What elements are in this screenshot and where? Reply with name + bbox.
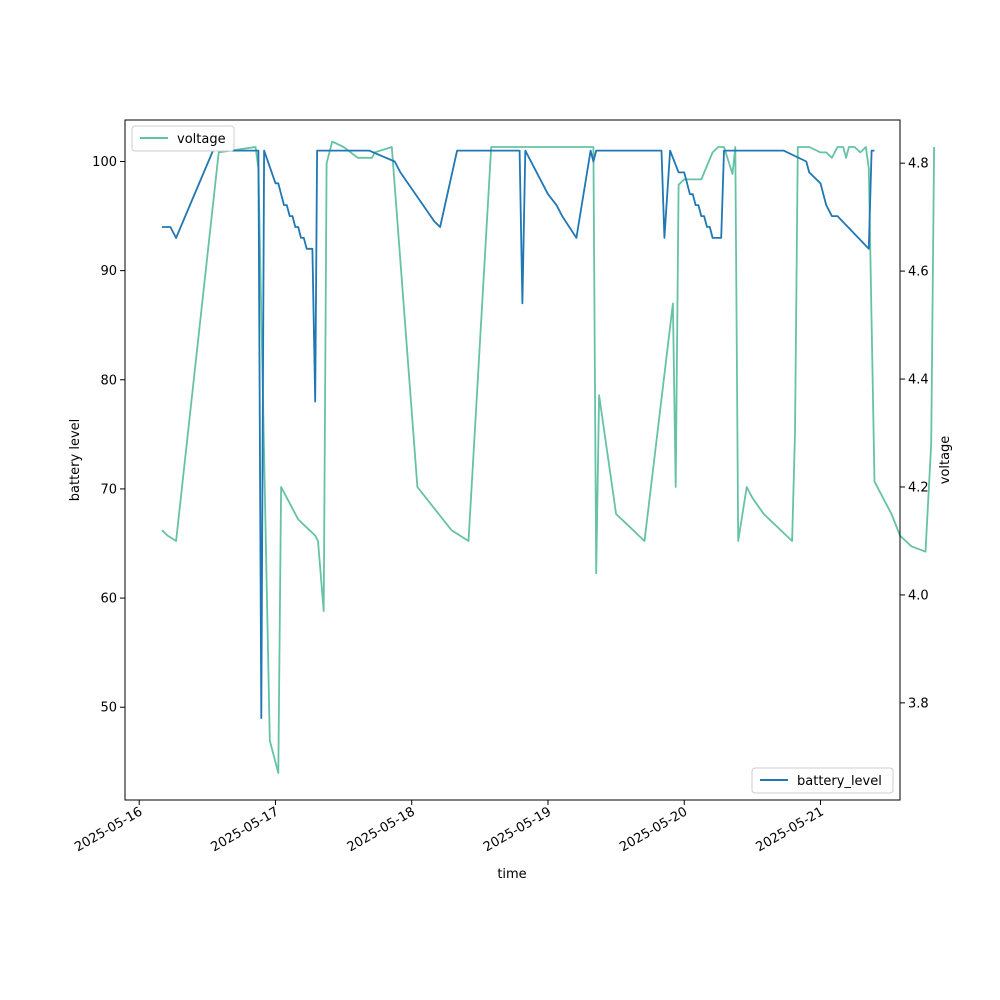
series-line-battery-level <box>161 149 875 719</box>
y-left-tick-label: 60 <box>100 592 117 607</box>
legend-voltage-label: voltage <box>177 132 226 147</box>
x-axis-label: time <box>497 867 526 882</box>
y-left-tick-label: 100 <box>92 155 117 170</box>
y-right-tick-label: 4.6 <box>908 265 929 280</box>
y-right-tick-label: 4.4 <box>908 373 929 388</box>
y-left-tick-label: 70 <box>100 482 117 497</box>
plot-area-frame <box>124 119 901 801</box>
y-right-tick-label: 4.0 <box>908 588 929 603</box>
legend-battery-level-box <box>751 767 894 794</box>
y-left-tick-label: 80 <box>100 373 117 388</box>
legend-voltage-box <box>131 125 235 152</box>
series-lines <box>161 140 935 774</box>
legend-battery-level: battery_level <box>751 767 894 794</box>
y-axis-right-label: voltage <box>938 436 953 485</box>
y-right-tick-label: 3.8 <box>908 696 929 711</box>
y-left-tick-label: 90 <box>100 264 117 279</box>
legend-battery-level-label: battery_level <box>797 774 882 789</box>
y-axis-left: 50 60 70 80 90 100 <box>92 155 125 716</box>
y-right-tick-label: 4.8 <box>908 157 929 172</box>
y-axis-left-label: battery level <box>68 419 83 502</box>
y-axis-right: 3.8 4.0 4.2 4.4 4.6 4.8 <box>900 157 929 711</box>
series-line-voltage <box>161 140 935 774</box>
y-left-tick-label: 50 <box>100 701 117 716</box>
y-right-tick-label: 4.2 <box>908 480 929 495</box>
legend-voltage: voltage <box>131 125 235 152</box>
